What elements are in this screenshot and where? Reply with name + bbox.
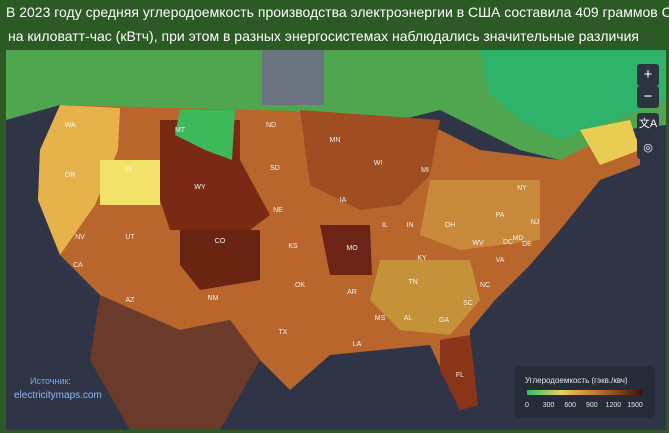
midwest — [300, 110, 440, 210]
green-patch — [175, 110, 235, 160]
legend-tick: 1500 — [627, 402, 643, 409]
mexico — [90, 295, 260, 430]
state-label: NE — [273, 207, 283, 214]
state-label: NY — [517, 185, 527, 192]
idaho — [100, 160, 160, 205]
state-label: MO — [346, 245, 358, 252]
legend-tick: 1200 — [606, 402, 622, 409]
missouri — [320, 225, 372, 275]
state-label: MT — [175, 127, 186, 134]
state-label: WY — [194, 184, 206, 191]
state-label: OR — [65, 172, 76, 179]
state-label: TN — [408, 279, 417, 286]
state-label: CO — [215, 238, 226, 245]
state-label: WI — [374, 160, 383, 167]
legend-tick: 900 — [586, 402, 598, 409]
title-line: на киловатт-час (кВтч), при этом в разны… — [8, 28, 640, 44]
state-label: DE — [522, 241, 532, 248]
canada-gap — [262, 50, 324, 105]
legend-title: Углеродоемкость (гэкв./квч) — [525, 376, 628, 385]
legend-tick: 0 — [525, 402, 529, 409]
state-label: LA — [353, 341, 362, 348]
state-label: TX — [279, 329, 288, 336]
state-label: UT — [125, 234, 135, 241]
state-label: OK — [295, 282, 305, 289]
state-label: SC — [463, 300, 473, 307]
state-label: WV — [472, 240, 484, 247]
state-label: CA — [73, 262, 83, 269]
state-label: MN — [330, 137, 341, 144]
layer-toggle[interactable]: ◎ — [637, 137, 659, 159]
east — [420, 180, 540, 250]
south — [370, 260, 480, 335]
colorado — [180, 230, 260, 290]
canada-east — [480, 50, 666, 140]
state-label: AR — [347, 289, 357, 296]
state-label: NJ — [531, 219, 540, 226]
west-coast — [38, 105, 120, 255]
zoom-out[interactable]: − — [637, 86, 659, 108]
state-label: WA — [64, 122, 75, 129]
state-label: MI — [421, 167, 429, 174]
state-label: AL — [404, 315, 413, 322]
state-label: NV — [75, 234, 85, 241]
state-label: IA — [340, 197, 347, 204]
state-label: VA — [496, 257, 505, 264]
state-label: ND — [266, 122, 276, 129]
legend-tick: 300 — [543, 402, 555, 409]
state-label: ID — [125, 167, 132, 174]
state-label: DC — [503, 239, 513, 246]
state-label: MS — [375, 315, 386, 322]
legend-scale — [527, 390, 642, 395]
new-england — [580, 120, 640, 165]
state-label: NM — [208, 295, 219, 302]
state-label: PA — [496, 212, 505, 219]
state-label: KY — [417, 255, 427, 262]
florida — [440, 335, 478, 410]
source-site: electricitymaps.com — [14, 390, 102, 401]
state-label: OH — [445, 222, 456, 229]
title-band — [0, 0, 669, 50]
zoom-in[interactable]: + — [637, 64, 659, 86]
state-label: IN — [407, 222, 414, 229]
source-label: Источник: — [30, 376, 71, 386]
state-label: MD — [513, 235, 524, 242]
state-label: IL — [382, 222, 388, 229]
legend-tick: 600 — [564, 402, 576, 409]
state-label: KS — [288, 243, 298, 250]
state-label: GA — [439, 317, 449, 324]
wyoming — [160, 120, 270, 230]
state-label: FL — [456, 372, 464, 379]
state-label: SD — [270, 165, 280, 172]
language-button[interactable]: 文A — [637, 113, 659, 135]
title-line: В 2023 году средняя углеродоемкость прои… — [6, 4, 669, 20]
state-label: NC — [480, 282, 490, 289]
state-label: AZ — [126, 297, 136, 304]
